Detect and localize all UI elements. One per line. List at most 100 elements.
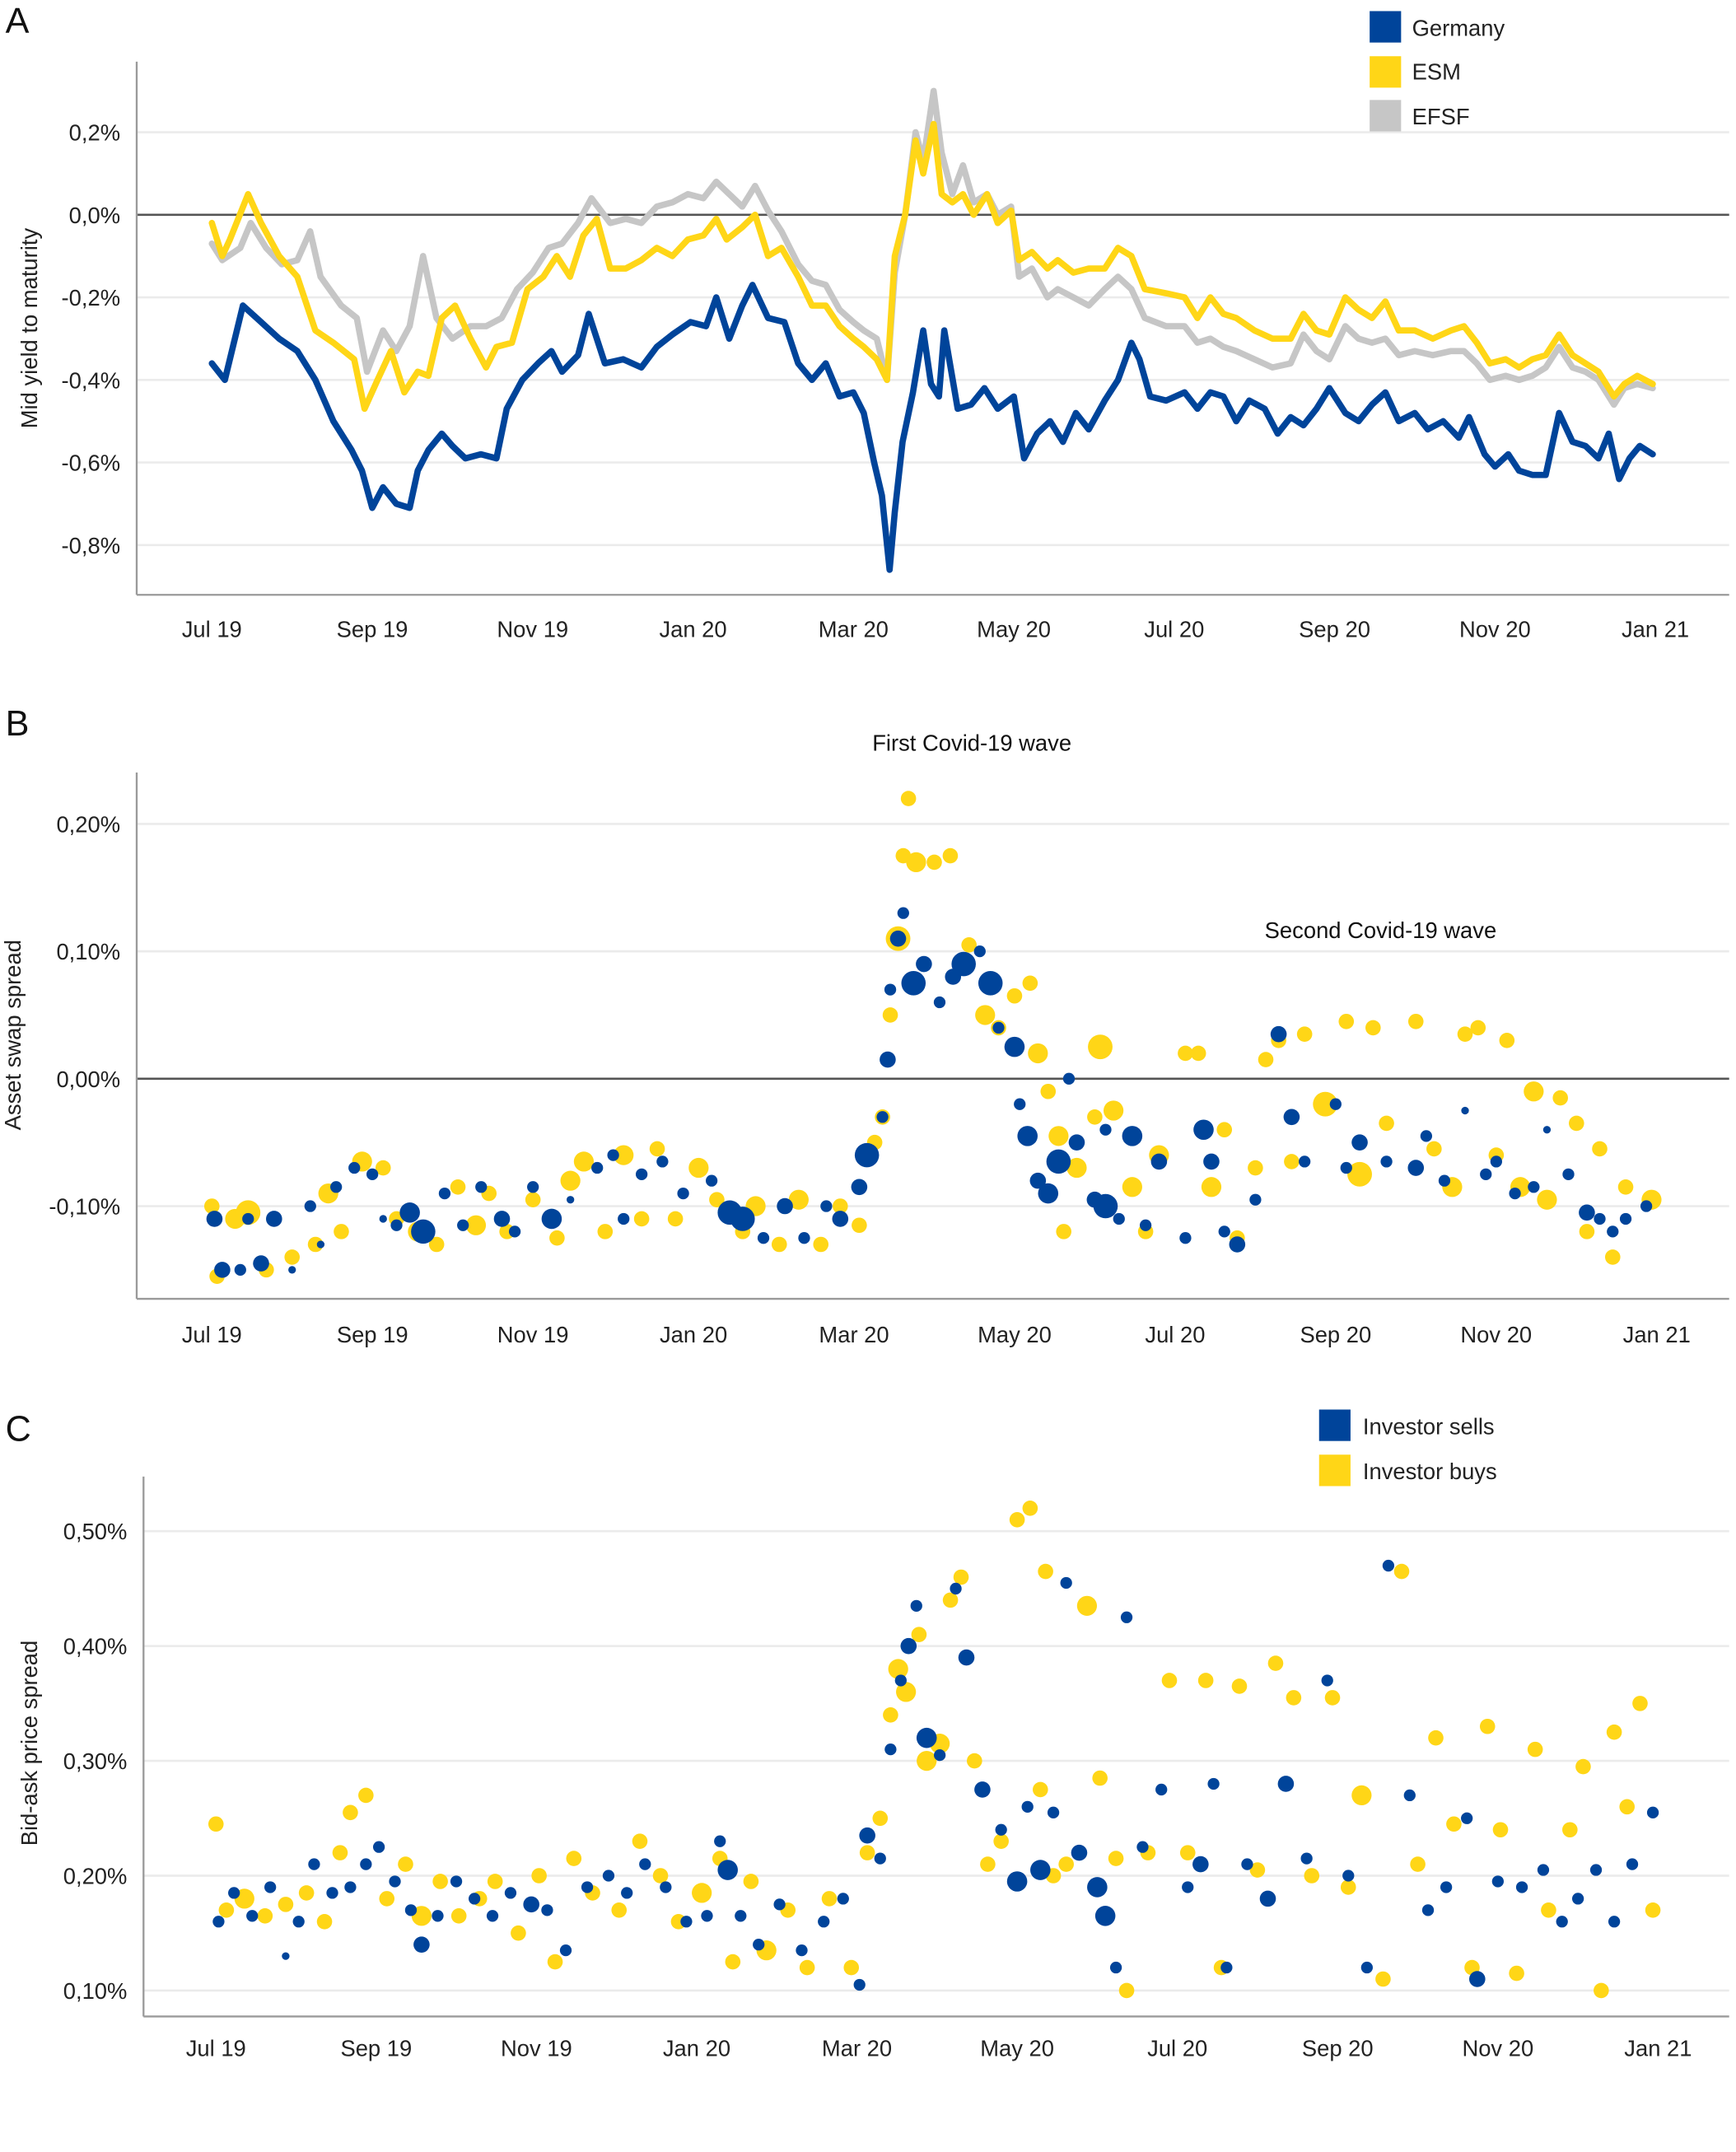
sell-point: [933, 996, 946, 1009]
x-tick-label: Jan 20: [659, 617, 726, 642]
sell-point: [916, 955, 932, 973]
sell-point: [411, 1219, 436, 1244]
y-tick-label: 0,0%: [69, 203, 120, 228]
sell-point: [1607, 1225, 1619, 1238]
buy-point: [1340, 1879, 1356, 1895]
buy-point: [1058, 1856, 1074, 1872]
x-tick-label: Mar 20: [819, 617, 889, 642]
sell-point: [910, 1599, 922, 1612]
buy-point: [531, 1868, 547, 1884]
sell-point: [228, 1887, 240, 1899]
sell-point: [1068, 1134, 1085, 1151]
buy-point: [911, 1627, 927, 1643]
sell-point: [1480, 1168, 1492, 1180]
buy-point: [1179, 1845, 1196, 1860]
sell-point: [859, 1827, 875, 1844]
legend-swatch-sells: [1318, 1409, 1351, 1441]
sell-point: [404, 1904, 418, 1916]
x-tick-label: Nov 19: [497, 1322, 569, 1347]
buy-point: [649, 1141, 665, 1157]
buy-point: [334, 1224, 349, 1239]
sell-point: [326, 1887, 338, 1899]
sell-point: [992, 1021, 1005, 1034]
buy-point: [450, 1908, 467, 1924]
sell-point: [621, 1887, 633, 1899]
y-tick-label: -0,8%: [62, 533, 121, 558]
sell-point: [1047, 1806, 1060, 1818]
buy-point: [1216, 1122, 1233, 1138]
buy-point: [1579, 1224, 1595, 1239]
sell-point: [973, 945, 986, 958]
sell-point: [1277, 1776, 1295, 1792]
sell-point: [486, 1910, 499, 1922]
sell-point: [246, 1910, 259, 1922]
sell-point: [705, 1174, 718, 1187]
sell-point: [798, 1232, 810, 1244]
panel-a-yield-chart: A 0,2% 0,0% -0,2% -0,4% -0,6% -0,8% Jul 19 Sep …: [6, 2, 1729, 642]
buy-point: [1056, 1224, 1071, 1239]
buy-point: [1038, 1563, 1053, 1580]
sell-point: [635, 1168, 648, 1180]
buy-point: [896, 1682, 917, 1702]
sell-point: [581, 1881, 594, 1893]
sell-point: [541, 1904, 553, 1916]
sell-point: [735, 1910, 747, 1922]
sell-point: [1030, 1860, 1051, 1880]
sell-point: [1203, 1153, 1220, 1170]
sell-point: [1062, 1072, 1076, 1085]
buy-point: [1594, 1982, 1609, 1999]
buy-point: [799, 1959, 815, 1976]
sell-point: [390, 1219, 403, 1231]
sell-point: [1468, 1971, 1486, 1987]
buy-point: [1592, 1141, 1608, 1157]
sell-point: [618, 1212, 630, 1225]
sell-point: [1440, 1881, 1453, 1893]
sell-point: [1046, 1149, 1071, 1174]
sell-point: [1241, 1858, 1253, 1870]
sell-point: [366, 1168, 379, 1180]
buy-point: [450, 1179, 466, 1195]
buy-point: [1375, 1971, 1391, 1987]
buy-point: [1541, 1902, 1556, 1918]
buy-point: [1562, 1822, 1578, 1838]
sell-point: [253, 1255, 269, 1272]
buy-point: [882, 1007, 898, 1023]
buy-point: [298, 1885, 315, 1901]
sell-point: [1537, 1864, 1550, 1876]
sell-point: [876, 1111, 889, 1123]
buy-point: [257, 1908, 273, 1924]
buy-point: [888, 1659, 908, 1679]
buy-point: [487, 1874, 503, 1889]
sell-point: [884, 983, 897, 996]
sell-point: [1150, 1153, 1168, 1170]
buy-point: [1161, 1673, 1178, 1688]
buy-point: [432, 1874, 448, 1889]
y-tick-label: 0,10%: [56, 939, 120, 964]
annotation-second-wave: Second Covid-19 wave: [1265, 917, 1497, 943]
sell-point: [475, 1181, 488, 1193]
buy-point: [1249, 1862, 1266, 1878]
sell-point: [360, 1858, 372, 1870]
buy-point: [652, 1868, 669, 1884]
sell-point: [1407, 1160, 1425, 1176]
buy-point: [560, 1170, 581, 1191]
buy-point: [743, 1874, 759, 1889]
buy-point: [1347, 1161, 1372, 1187]
x-tick-label: Sep 20: [1299, 617, 1370, 642]
buy-point: [975, 1005, 996, 1025]
buy-point: [1022, 1501, 1038, 1516]
sell-point: [1571, 1893, 1584, 1905]
x-tick-label: May 20: [980, 2036, 1054, 2061]
buy-point: [1379, 1115, 1394, 1132]
sell-point: [1014, 1098, 1026, 1110]
buy-point: [284, 1249, 301, 1265]
buy-point: [692, 1883, 712, 1903]
sell-point: [894, 1674, 907, 1687]
sell-point: [1038, 1183, 1059, 1204]
legend-c: Investor sells Investor buys: [1318, 1409, 1497, 1487]
buy-point: [1028, 1043, 1048, 1064]
sell-point: [212, 1916, 225, 1928]
sell-point: [282, 1952, 290, 1960]
sell-point: [1646, 1806, 1659, 1818]
sell-point: [680, 1916, 693, 1928]
